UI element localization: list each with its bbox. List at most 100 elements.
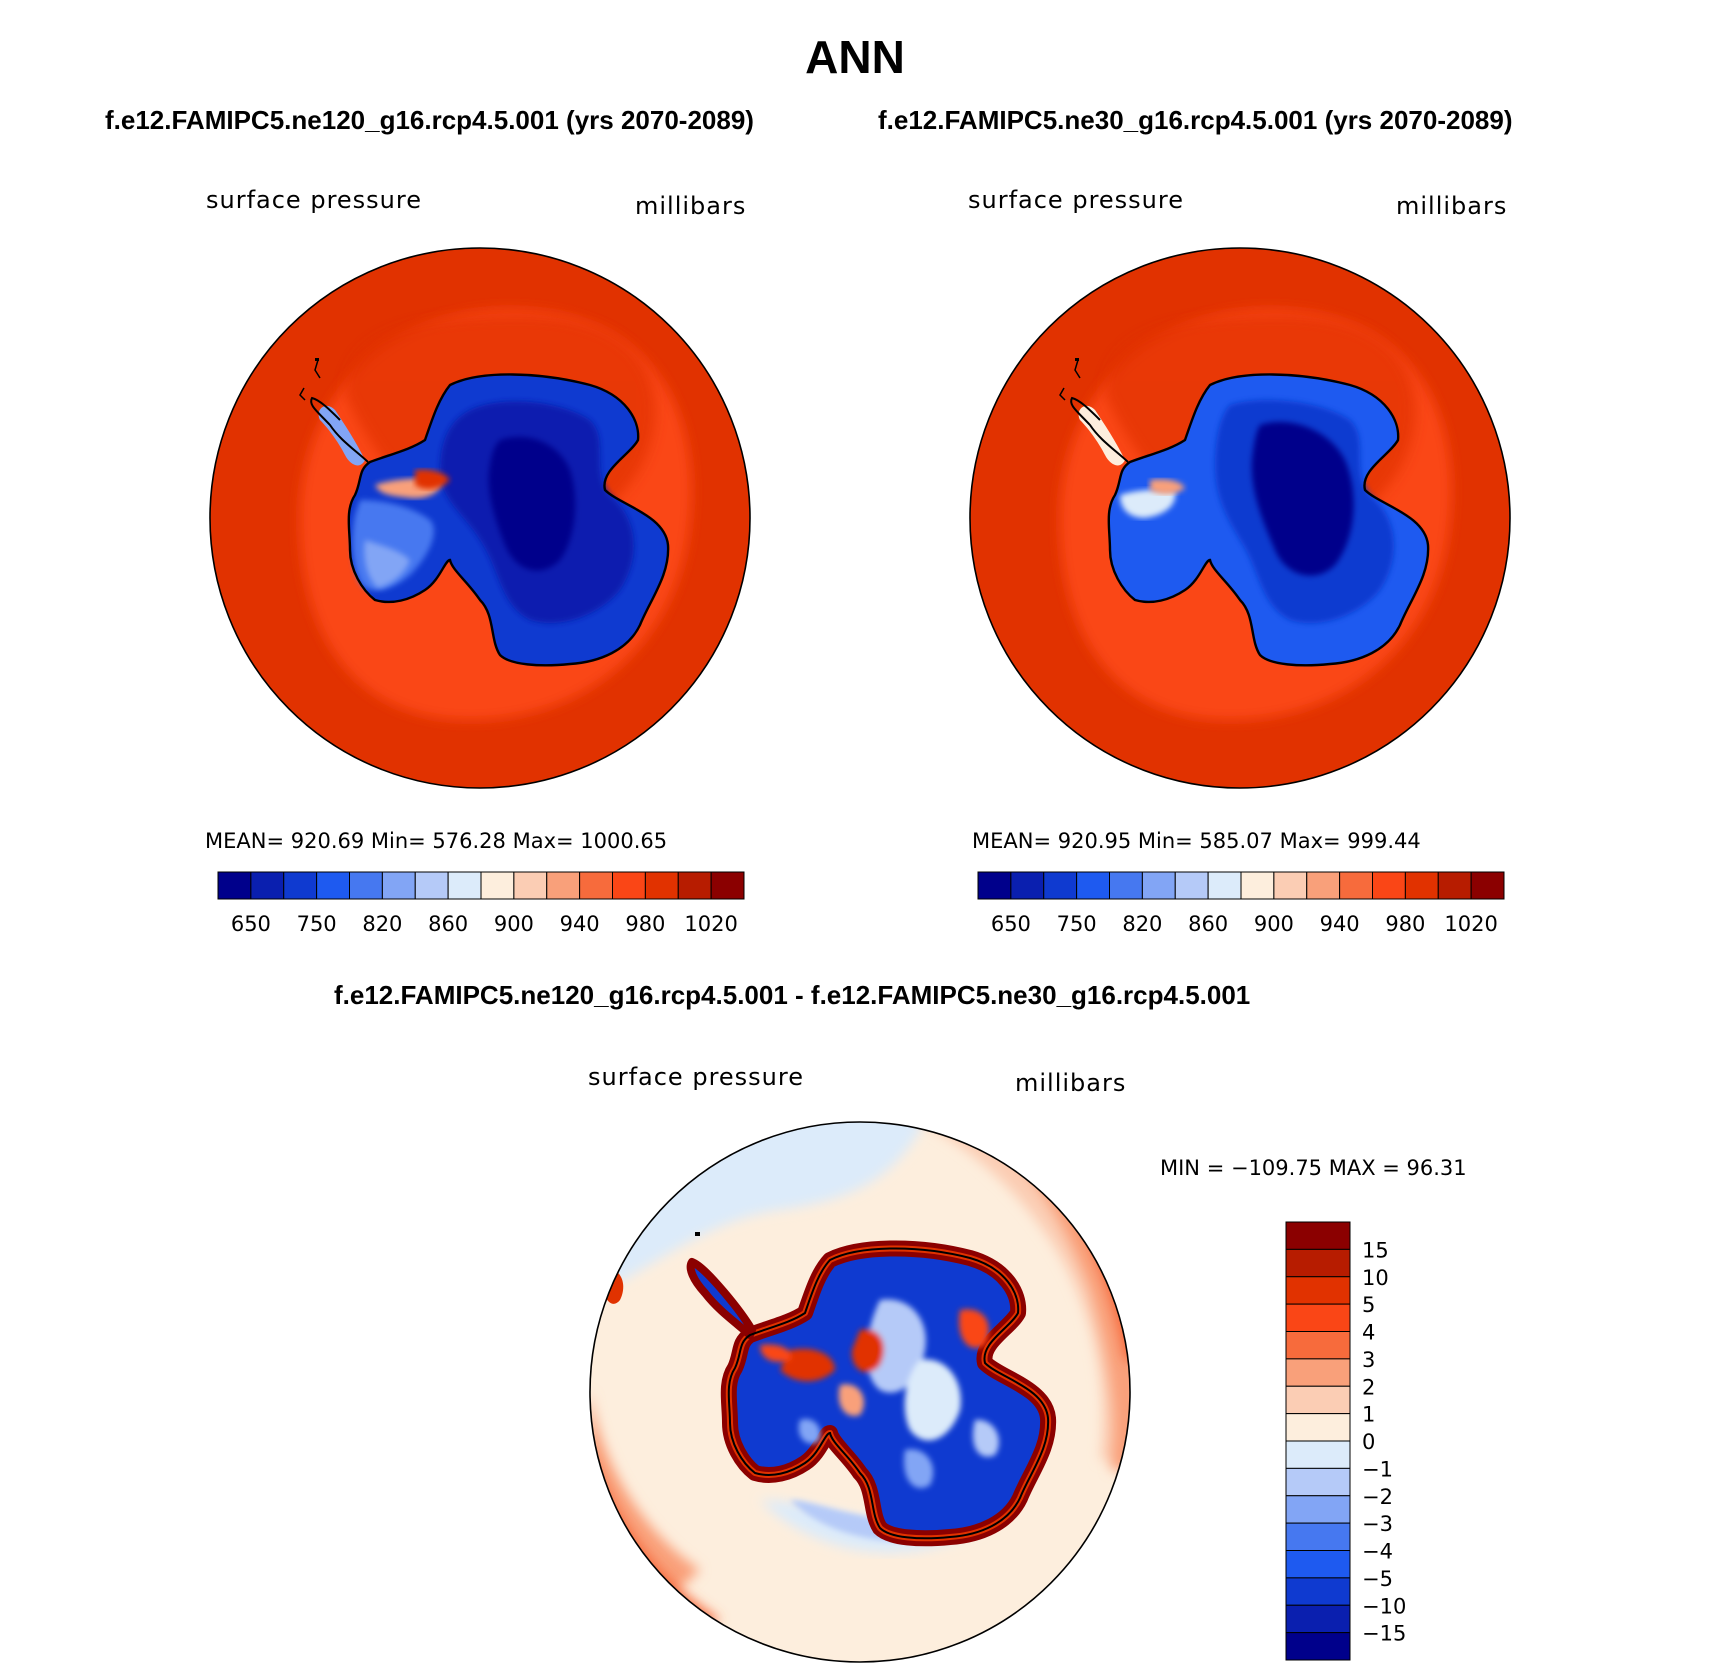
- colorbar-tick-label: 650: [231, 912, 271, 936]
- colorbar-tick-label: 15: [1362, 1238, 1389, 1262]
- colorbar-swatch: [977, 871, 1012, 900]
- page-title: ANN: [805, 31, 905, 83]
- panel-b-variable: surface pressure: [968, 186, 1184, 214]
- colorbar-tick-label: 1: [1362, 1403, 1375, 1427]
- diff-stats: MIN = −109.75 MAX = 96.31: [1160, 1156, 1467, 1180]
- colorbar-swatch: [677, 871, 712, 900]
- colorbar-swatch: [1285, 1385, 1351, 1415]
- colorbar-tick-label: 900: [1254, 912, 1294, 936]
- colorbar-swatch: [1273, 871, 1308, 900]
- colorbar-tick-label: 5: [1362, 1293, 1375, 1317]
- colorbar-swatch: [1437, 871, 1472, 900]
- colorbar-swatch: [546, 871, 581, 900]
- colorbar-tick-label: −3: [1362, 1512, 1393, 1536]
- colorbar-tick-label: 3: [1362, 1348, 1375, 1372]
- colorbar-tick-label: 860: [428, 912, 468, 936]
- colorbar-swatch: [480, 871, 515, 900]
- colorbar-swatch: [1285, 1522, 1351, 1551]
- colorbar-tick-label: 650: [991, 912, 1031, 936]
- colorbar-swatch: [1285, 1303, 1351, 1332]
- colorbar-tick-label: 980: [1385, 912, 1425, 936]
- colorbar-tick-label: 820: [362, 912, 402, 936]
- colorbar-swatch: [1470, 871, 1505, 900]
- colorbar-swatch: [1285, 1358, 1351, 1387]
- colorbar-tick-label: 860: [1188, 912, 1228, 936]
- colorbar-tick-label: −5: [1362, 1567, 1393, 1591]
- panel-a-stats: MEAN= 920.69 Min= 576.28 Max= 1000.65: [205, 829, 668, 853]
- colorbar-swatch: [1285, 1248, 1351, 1278]
- colorbar-tick-label: −4: [1362, 1540, 1393, 1564]
- panel-a-boundary: [209, 247, 751, 789]
- colorbar-tick-label: 900: [494, 912, 534, 936]
- colorbar-swatch: [1174, 871, 1209, 900]
- colorbar-swatch: [1076, 871, 1110, 900]
- colorbar-tick-label: −10: [1362, 1594, 1406, 1618]
- colorbar-swatch: [316, 871, 350, 900]
- colorbar-swatch: [1207, 871, 1242, 900]
- colorbar-swatch: [644, 871, 679, 900]
- panel-b-boundary: [969, 247, 1511, 789]
- colorbar-swatch: [283, 871, 318, 900]
- colorbar-swatch: [1010, 871, 1045, 900]
- colorbar-swatch: [1339, 871, 1373, 900]
- colorbar-swatch: [1285, 1495, 1351, 1524]
- colorbar-ne30: 650 750 820 860 900 940 980 1020: [977, 871, 1505, 936]
- polar-map-ne120: [210, 248, 750, 788]
- colorbar-tick-label: −2: [1362, 1485, 1393, 1509]
- colorbar-tick-label: 940: [560, 912, 600, 936]
- colorbar-tick-label: 1020: [684, 912, 737, 936]
- colorbar-tick-label: 2: [1362, 1375, 1375, 1399]
- colorbar-tick-label: 940: [1320, 912, 1360, 936]
- diff-panel-boundary: [589, 1121, 1131, 1663]
- colorbar-tick-label: 1020: [1444, 912, 1497, 936]
- polar-map-difference: [590, 1122, 1130, 1662]
- panel-b-stats: MEAN= 920.95 Min= 585.07 Max= 999.44: [972, 829, 1421, 853]
- colorbar-tick-label: 750: [297, 912, 337, 936]
- colorbar-tick-label: 980: [625, 912, 665, 936]
- colorbar-tick-label: −1: [1362, 1457, 1393, 1481]
- panel-b-case-title: f.e12.FAMIPC5.ne30_g16.rcp4.5.001 (yrs 2…: [878, 105, 1513, 135]
- colorbar-swatch: [1285, 1550, 1351, 1579]
- colorbar-swatch: [579, 871, 613, 900]
- colorbar-swatch: [1306, 871, 1341, 900]
- colorbar-tick-label: 4: [1362, 1321, 1375, 1345]
- colorbar-swatch: [1285, 1440, 1351, 1469]
- colorbar-swatch: [710, 871, 745, 900]
- colorbar-swatch: [1372, 871, 1406, 900]
- colorbar-swatch: [513, 871, 548, 900]
- colorbar-swatch: [1285, 1413, 1351, 1442]
- colorbar-swatch: [381, 871, 416, 900]
- colorbar-tick-label: 750: [1057, 912, 1097, 936]
- diff-variable: surface pressure: [588, 1063, 804, 1091]
- colorbar-swatch: [1285, 1577, 1351, 1606]
- colorbar-swatch: [414, 871, 449, 900]
- colorbar-swatch: [1285, 1467, 1351, 1497]
- colorbar-swatch: [1285, 1604, 1351, 1634]
- panel-a-variable: surface pressure: [206, 186, 422, 214]
- colorbar-swatch: [250, 871, 285, 900]
- colorbar-swatch: [1285, 1632, 1351, 1661]
- colorbar-swatch: [1141, 871, 1176, 900]
- colorbar-swatch: [612, 871, 646, 900]
- colorbar-swatch: [447, 871, 482, 900]
- colorbar-swatch: [1404, 871, 1439, 900]
- colorbar-swatch: [1285, 1221, 1351, 1250]
- colorbar-swatch: [1043, 871, 1078, 900]
- colorbar-tick-label: 820: [1122, 912, 1162, 936]
- panel-a-case-title: f.e12.FAMIPC5.ne120_g16.rcp4.5.001 (yrs …: [105, 105, 754, 135]
- colorbar-tick-label: −15: [1362, 1622, 1406, 1646]
- colorbar-swatch: [217, 871, 252, 900]
- colorbar-swatch: [349, 871, 383, 900]
- colorbar-swatch: [1285, 1276, 1351, 1305]
- diff-case-title: f.e12.FAMIPC5.ne120_g16.rcp4.5.001 - f.e…: [334, 980, 1251, 1010]
- colorbar-tick-label: 10: [1362, 1266, 1389, 1290]
- colorbar-ne120: 650 750 820 860 900 940 980 1020: [217, 871, 745, 936]
- colorbar-swatch: [1240, 871, 1275, 900]
- colorbar-swatch: [1109, 871, 1143, 900]
- colorbar-tick-label: 0: [1362, 1430, 1375, 1454]
- polar-map-ne30: [970, 248, 1510, 788]
- panel-b-units: millibars: [1396, 192, 1508, 220]
- colorbar-swatch: [1285, 1331, 1351, 1360]
